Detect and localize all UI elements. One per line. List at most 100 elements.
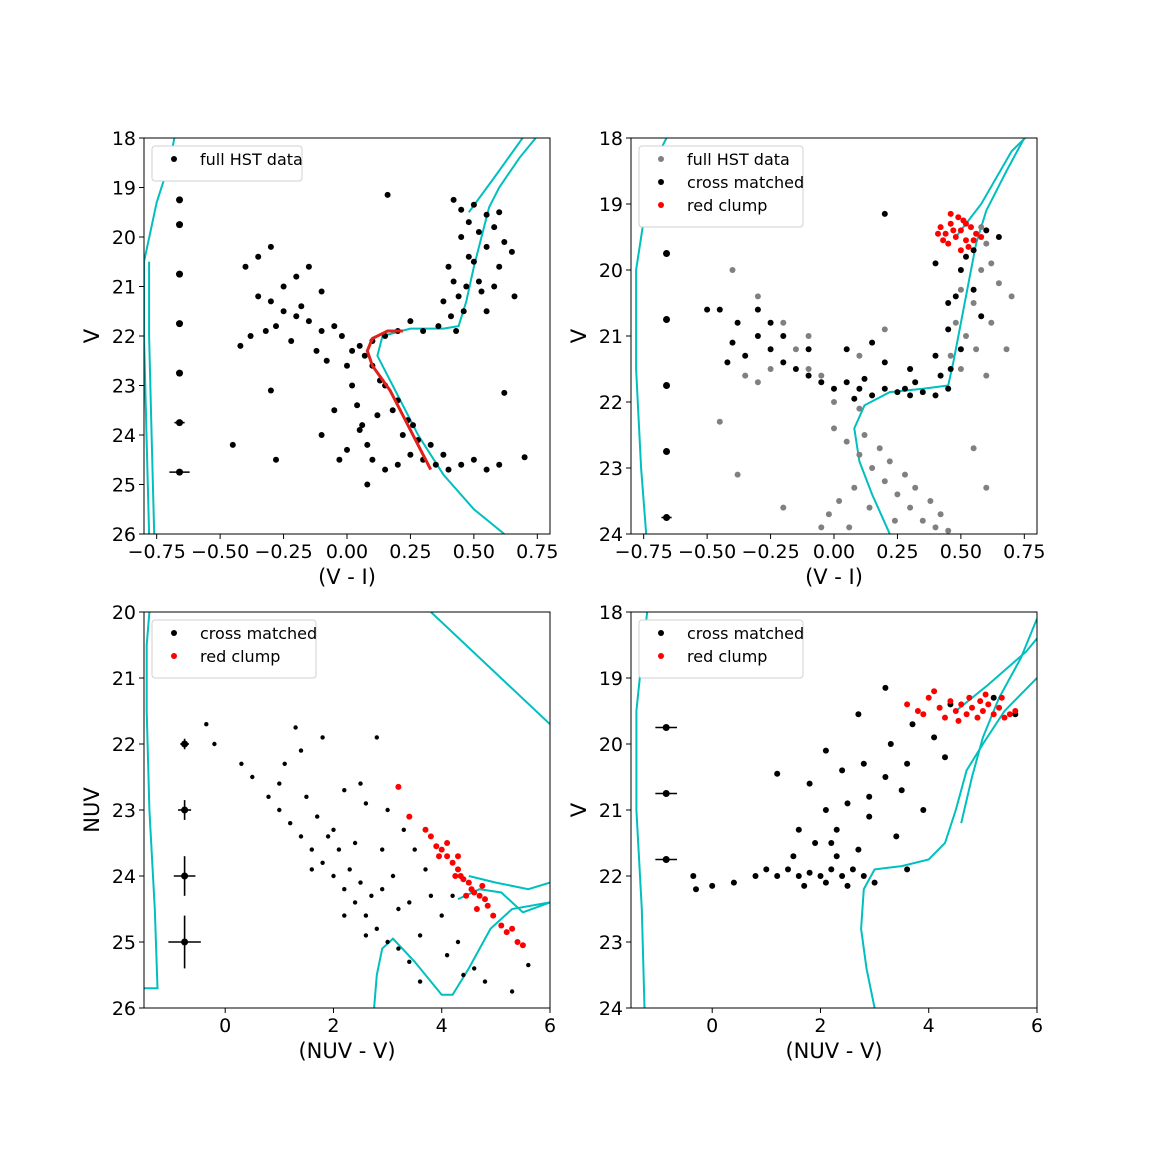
data-point — [742, 372, 749, 379]
data-point — [990, 711, 997, 718]
data-point — [407, 900, 412, 905]
data-point — [945, 326, 952, 333]
data-point — [754, 333, 761, 339]
data-point — [970, 300, 977, 306]
data-point — [693, 886, 699, 893]
data-point — [1001, 714, 1008, 721]
data-point — [470, 456, 477, 463]
data-point — [945, 300, 952, 306]
data-point — [472, 966, 477, 971]
data-point — [354, 402, 361, 409]
data-point — [774, 873, 781, 879]
data-point — [471, 889, 478, 896]
data-point — [461, 972, 466, 978]
data-point — [458, 234, 465, 240]
data-point — [511, 293, 518, 300]
data-point — [947, 220, 954, 227]
data-point — [912, 379, 919, 386]
y-tick-label: 26 — [112, 524, 136, 546]
data-point — [455, 939, 461, 945]
data-point — [952, 708, 959, 714]
data-point — [882, 684, 889, 691]
legend-marker — [658, 179, 664, 185]
data-point — [844, 882, 851, 889]
data-point — [496, 263, 503, 270]
data-point — [937, 511, 944, 518]
data-point — [273, 323, 279, 330]
data-point — [305, 263, 312, 270]
data-point — [978, 224, 985, 231]
data-point — [935, 230, 941, 237]
y-tick-label: 24 — [112, 425, 136, 447]
data-point — [881, 326, 888, 333]
data-point — [1008, 293, 1015, 300]
data-point — [369, 893, 374, 898]
data-point — [709, 882, 716, 889]
error-bar — [655, 724, 678, 731]
data-point — [996, 704, 1003, 711]
data-point — [483, 308, 490, 315]
data-point — [288, 821, 293, 826]
data-point — [969, 704, 975, 711]
y-axis-label: V — [567, 328, 591, 343]
data-point — [942, 714, 948, 721]
data-point — [942, 230, 949, 237]
data-point — [955, 717, 962, 724]
data-point — [716, 418, 723, 425]
data-point — [237, 342, 244, 349]
data-point — [318, 432, 325, 438]
data-point — [767, 346, 774, 353]
isochrone-curve-3 — [468, 875, 550, 891]
data-point — [942, 754, 948, 761]
data-point — [818, 372, 825, 379]
legend-marker — [658, 202, 664, 208]
panels: −0.75 −0.50 −0.25 0.00 0.25 0.50 0.75181920212… — [80, 128, 1045, 1063]
isochrone-curve-3 — [960, 618, 1037, 824]
y-tick-label: 23 — [599, 458, 623, 480]
data-point — [509, 989, 515, 994]
error-bar — [178, 800, 192, 820]
data-point — [818, 524, 825, 531]
x-tick-label: −0.25 — [254, 541, 312, 563]
data-point — [881, 210, 888, 217]
data-point — [957, 227, 964, 234]
data-point — [390, 873, 396, 879]
data-point — [963, 711, 970, 718]
y-tick-label: 21 — [599, 800, 623, 822]
data-point — [805, 333, 812, 339]
error-bar — [176, 221, 184, 229]
data-point — [861, 375, 868, 382]
data-point — [305, 318, 312, 325]
data-point — [298, 748, 304, 753]
y-tick-label: 18 — [112, 128, 136, 150]
error-bar — [176, 369, 184, 377]
data-point — [990, 694, 997, 701]
data-point — [983, 240, 990, 247]
data-point — [965, 243, 972, 250]
data-point — [384, 191, 391, 198]
data-point — [828, 866, 835, 873]
data-point — [380, 847, 385, 852]
data-point — [501, 239, 508, 245]
data-point — [320, 735, 325, 740]
error-bar — [663, 382, 671, 389]
data-point — [876, 445, 883, 452]
data-point — [902, 471, 908, 478]
data-point — [460, 876, 467, 883]
data-point — [904, 760, 911, 767]
y-axis-label: V — [80, 328, 104, 343]
y-tick-label: 25 — [112, 932, 136, 954]
plot-area — [635, 612, 1037, 1008]
data-point — [465, 879, 472, 886]
error-bar — [180, 738, 189, 750]
data-point — [267, 243, 274, 250]
data-point — [806, 869, 813, 876]
data-point — [389, 407, 396, 414]
data-point — [428, 893, 434, 898]
data-point — [978, 234, 985, 240]
data-point — [445, 263, 452, 270]
data-point — [444, 953, 450, 958]
error-bar — [663, 250, 671, 257]
data-point — [774, 770, 781, 777]
data-point — [417, 933, 423, 938]
